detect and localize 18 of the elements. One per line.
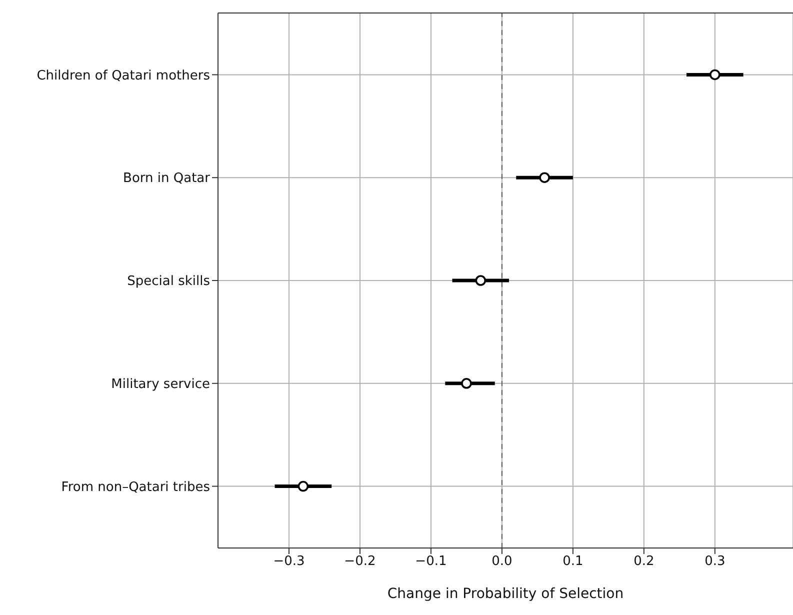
point — [539, 172, 550, 184]
x-tick-label: 0.3 — [704, 554, 726, 570]
point — [298, 480, 309, 492]
point — [475, 275, 486, 286]
x-tick-label: −0.1 — [415, 554, 447, 570]
y-tick-label: Children of Qatari mothers — [36, 68, 210, 84]
y-tick-label: Military service — [111, 377, 210, 392]
y-tick-label: From non–Qatari tribes — [61, 480, 210, 495]
x-tick-label: −0.3 — [273, 554, 305, 570]
x-tick-label: 0.1 — [562, 554, 584, 570]
x-tick-label: −0.2 — [344, 554, 376, 570]
y-tick-label: Born in Qatar — [123, 171, 211, 186]
point — [461, 378, 472, 389]
point — [710, 69, 720, 80]
x-tick-label: 0.2 — [634, 554, 654, 570]
x-tick-label: 0.0 — [492, 554, 512, 570]
x-axis-title: Change in Probability of Selection — [387, 586, 624, 602]
y-tick-label: Special skills — [127, 274, 210, 290]
